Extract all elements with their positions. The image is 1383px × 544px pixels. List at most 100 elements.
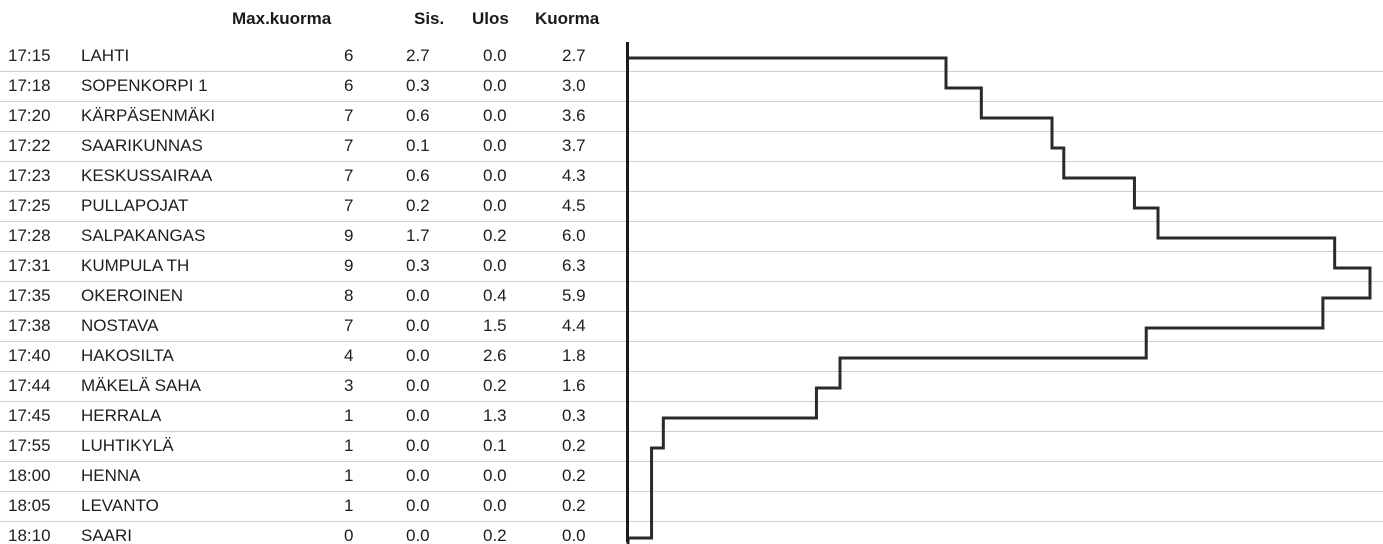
- boarding-cell: 0.0: [406, 346, 430, 365]
- row-divider: [0, 281, 1383, 282]
- stop-time: 17:23: [8, 166, 51, 185]
- max-load-cell: 7: [344, 166, 354, 185]
- load-step-4: [1133, 178, 1136, 208]
- max-load-cell: 1: [344, 496, 354, 515]
- boarding-cell: 0.6: [406, 166, 430, 185]
- alighting-cell: 0.0: [483, 496, 507, 515]
- load-step-0: [945, 58, 947, 88]
- load-step-2: [1051, 118, 1053, 148]
- alighting-cell: 0.2: [483, 226, 507, 245]
- boarding-cell: 0.3: [406, 76, 430, 95]
- row-divider: [0, 401, 1383, 402]
- load-cell: 4.4: [562, 316, 586, 335]
- table-row: 17:35 OKEROINEN 8 0.0 0.4 5.9: [0, 282, 1383, 312]
- load-cell: 3.7: [562, 136, 586, 155]
- alighting-cell: 2.6: [483, 346, 507, 365]
- stop-name: NOSTAVA: [81, 316, 159, 335]
- boarding-cell: 1.7: [406, 226, 430, 245]
- boarding-cell: 0.0: [406, 406, 430, 425]
- stop-time: 17:28: [8, 226, 51, 245]
- max-load-cell: 8: [344, 286, 354, 305]
- alighting-cell: 0.2: [483, 526, 507, 544]
- row-divider: [0, 221, 1383, 222]
- load-step-7: [1369, 268, 1371, 298]
- load-cell: 1.6: [562, 376, 586, 395]
- table-row: 17:23 KESKUSSAIRAA 7 0.6 0.0 4.3: [0, 162, 1383, 192]
- alighting-cell: 0.1: [483, 436, 507, 455]
- stop-name: HAKOSILTA: [81, 346, 174, 365]
- stop-name: LAHTI: [81, 46, 130, 65]
- load-cell: 0.2: [562, 466, 586, 485]
- chart-axis: [626, 42, 629, 542]
- alighting-cell: 0.0: [483, 46, 507, 65]
- stop-time: 17:15: [8, 46, 51, 65]
- boarding-cell: 0.0: [406, 316, 430, 335]
- max-load-cell: 9: [344, 226, 354, 245]
- boarding-cell: 0.0: [406, 466, 430, 485]
- stop-time: 17:44: [8, 376, 51, 395]
- max-load-cell: 1: [344, 436, 354, 455]
- stop-name: SAARIKUNNAS: [81, 136, 203, 155]
- stop-time: 17:25: [8, 196, 51, 215]
- stop-time: 17:38: [8, 316, 51, 335]
- max-load-cell: 7: [344, 316, 354, 335]
- max-load-cell: 7: [344, 136, 354, 155]
- stop-name: KÄRPÄSENMÄKI: [81, 106, 216, 125]
- table-row: 17:45 HERRALA 1 0.0 1.3 0.3: [0, 402, 1383, 432]
- row-divider: [0, 521, 1383, 522]
- load-cell: 1.8: [562, 346, 586, 365]
- table-row: 17:28 SALPAKANGAS 9 1.7 0.2 6.0: [0, 222, 1383, 252]
- row-divider: [0, 251, 1383, 252]
- load-step-8: [1321, 298, 1324, 328]
- stop-name: HERRALA: [81, 406, 162, 425]
- boarding-cell: 0.0: [406, 526, 430, 544]
- stop-time: 17:31: [8, 256, 51, 275]
- stop-name: SAARI: [81, 526, 133, 544]
- table-row: 17:22 SAARIKUNNAS 7 0.1 0.0 3.7: [0, 132, 1383, 162]
- stop-time: 17:18: [8, 76, 51, 95]
- load-step-9: [1145, 328, 1148, 358]
- alighting-cell: 1.3: [483, 406, 507, 425]
- load-cell: 3.0: [562, 76, 586, 95]
- row-divider: [0, 71, 1383, 72]
- stop-time: 17:45: [8, 406, 51, 425]
- alighting-cell: 0.0: [483, 136, 507, 155]
- load-step-12: [662, 418, 665, 448]
- max-load-cell: 7: [344, 196, 354, 215]
- boarding-cell: 0.0: [406, 436, 430, 455]
- max-load-cell: 9: [344, 256, 354, 275]
- stop-name: MÄKELÄ SAHA: [81, 376, 201, 395]
- table-row: 18:05 LEVANTO 1 0.0 0.0 0.2: [0, 492, 1383, 522]
- alighting-cell: 1.5: [483, 316, 507, 335]
- load-cell: 0.2: [562, 496, 586, 515]
- load-step-5: [1157, 208, 1159, 238]
- load-cell: 0.2: [562, 436, 586, 455]
- alighting-cell: 0.4: [483, 286, 507, 305]
- table-row: 17:31 KUMPULA TH 9 0.3 0.0 6.3: [0, 252, 1383, 282]
- load-cell: 0.3: [562, 406, 586, 425]
- load-cell: 6.0: [562, 226, 586, 245]
- header-load: Kuorma: [535, 9, 600, 28]
- table-row: 17:20 KÄRPÄSENMÄKI 7 0.6 0.0 3.6: [0, 102, 1383, 132]
- alighting-cell: 0.0: [483, 466, 507, 485]
- boarding-cell: 0.0: [406, 376, 430, 395]
- row-divider: [0, 191, 1383, 192]
- load-cell: 3.6: [562, 106, 586, 125]
- load-step-6: [1333, 238, 1336, 268]
- alighting-cell: 0.2: [483, 376, 507, 395]
- stop-time: 18:00: [8, 466, 51, 485]
- row-divider: [0, 131, 1383, 132]
- header-boarding: Sis.: [414, 9, 445, 28]
- alighting-cell: 0.0: [483, 76, 507, 95]
- max-load-cell: 4: [344, 346, 354, 365]
- load-cell: 4.3: [562, 166, 586, 185]
- table-row: 17:38 NOSTAVA 7 0.0 1.5 4.4: [0, 312, 1383, 342]
- row-divider: [0, 161, 1383, 162]
- table-row: 17:25 PULLAPOJAT 7 0.2 0.0 4.5: [0, 192, 1383, 222]
- table-row: 17:40 HAKOSILTA 4 0.0 2.6 1.8: [0, 342, 1383, 372]
- boarding-cell: 0.0: [406, 286, 430, 305]
- boarding-cell: 0.6: [406, 106, 430, 125]
- stop-name: OKEROINEN: [81, 286, 184, 305]
- load-step-10: [839, 358, 841, 388]
